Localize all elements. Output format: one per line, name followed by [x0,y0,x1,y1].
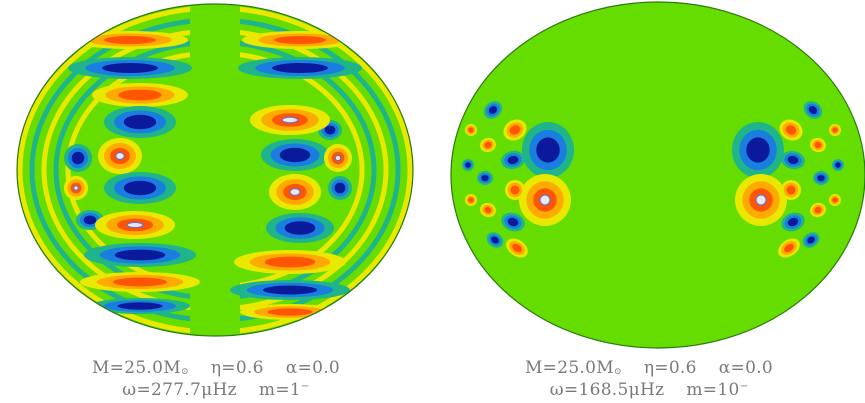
right-lobe-negative [465,162,471,168]
right-lobe-positive [786,185,796,195]
right-lobe-negative [507,155,519,165]
right-mass-label: M=25.0M [524,358,614,378]
right-lobe-peak [539,194,551,206]
left-lobe-negative [71,151,85,165]
left-caption-line1: M=25.0M⊙ η=0.6 α=0.0 [0,360,432,381]
right-mode-panel: M=25.0M⊙ η=0.6 α=0.0 ω=168.5μHz m=10− [433,0,865,403]
left-lobe-positive [273,35,327,45]
left-lobe-peak [126,221,144,229]
right-star-outline [450,1,865,349]
left-equatorial-strip [190,4,240,336]
right-star-disk [451,2,865,348]
right-lobe-negative [488,106,498,114]
left-mode-panel: M=25.0M⊙ η=0.6 α=0.0 ω=277.7μHz m=1− [0,0,432,403]
right-lobe-positive [509,125,521,135]
left-alpha-label: α=0.0 [285,358,341,378]
right-m-label: m=10 [686,380,740,400]
right-mode-plot [450,1,865,349]
left-lobe-positive [264,256,316,268]
left-lobe-negative [284,221,316,235]
left-lobe-negative [334,182,346,194]
right-lobe-negative [808,106,818,114]
right-lobe-positive [468,197,474,203]
right-lobe-positive [468,127,474,133]
right-lobe-positive [785,125,797,135]
left-mode-pattern [17,4,413,336]
right-lobe-negative [787,155,799,165]
right-lobe-negative [817,174,825,182]
left-lobe-peak [114,151,126,161]
left-eta-label: η=0.6 [210,358,264,378]
right-caption-line1: M=25.0M⊙ η=0.6 α=0.0 [433,360,865,381]
right-lobe-negative [746,137,770,163]
right-lobe-negative [507,217,519,227]
right-caption-line2: ω=168.5μHz m=10− [433,378,865,399]
right-lobe-positive [832,197,838,203]
right-omega-label: ω=168.5μHz [549,380,665,400]
right-lobe-positive [784,243,794,253]
left-lobe-positive [267,308,313,316]
right-lobe-negative [807,236,815,244]
right-m-sup: − [739,381,749,392]
right-lobe-negative [491,236,499,244]
left-lobe-negative [83,215,97,225]
right-lobe-positive [510,185,520,195]
left-lobe-negative [123,114,157,130]
right-lobe-positive [832,127,838,133]
left-lobe-negative [279,147,311,163]
left-lobe-negative [117,302,163,310]
right-eta-label: η=0.6 [643,358,697,378]
left-lobe-negative [102,63,158,73]
left-m-sup: − [301,381,310,392]
left-caption-line2: ω=277.7μHz m=1− [0,378,432,399]
right-mode-pattern [462,101,844,258]
right-lobe-negative [536,137,560,163]
left-lobe-peak [72,184,80,192]
left-star-outline [16,3,414,337]
right-lobe-negative [835,162,841,168]
left-lobe-negative [324,125,336,135]
left-lobe-peak [281,116,299,124]
left-lobe-positive [113,277,167,287]
left-lobe-positive [103,35,157,45]
left-lobe-negative [123,180,157,196]
left-mass-label: M=25.0M [91,358,181,378]
right-lobe-positive [484,206,492,214]
left-lobe-negative [263,285,317,295]
right-lobe-negative [787,217,799,227]
right-lobe-positive [814,206,822,214]
left-lobe-negative [114,249,166,261]
right-alpha-label: α=0.0 [718,358,774,378]
left-mode-plot [16,3,414,337]
left-lobe-positive [118,89,162,101]
right-sun-symbol: ⊙ [613,367,622,377]
left-sun-symbol: ⊙ [180,367,189,377]
left-omega-label: ω=277.7μHz [122,380,237,400]
left-lobe-peak [289,187,301,197]
left-lobe-peak [334,154,342,162]
right-lobe-negative [481,174,489,182]
left-m-label: m=1 [258,380,301,400]
left-lobe-negative [272,63,328,73]
right-lobe-peak [755,194,767,206]
right-lobe-positive [814,141,822,149]
right-lobe-positive [512,243,522,253]
right-lobe-positive [484,141,492,149]
